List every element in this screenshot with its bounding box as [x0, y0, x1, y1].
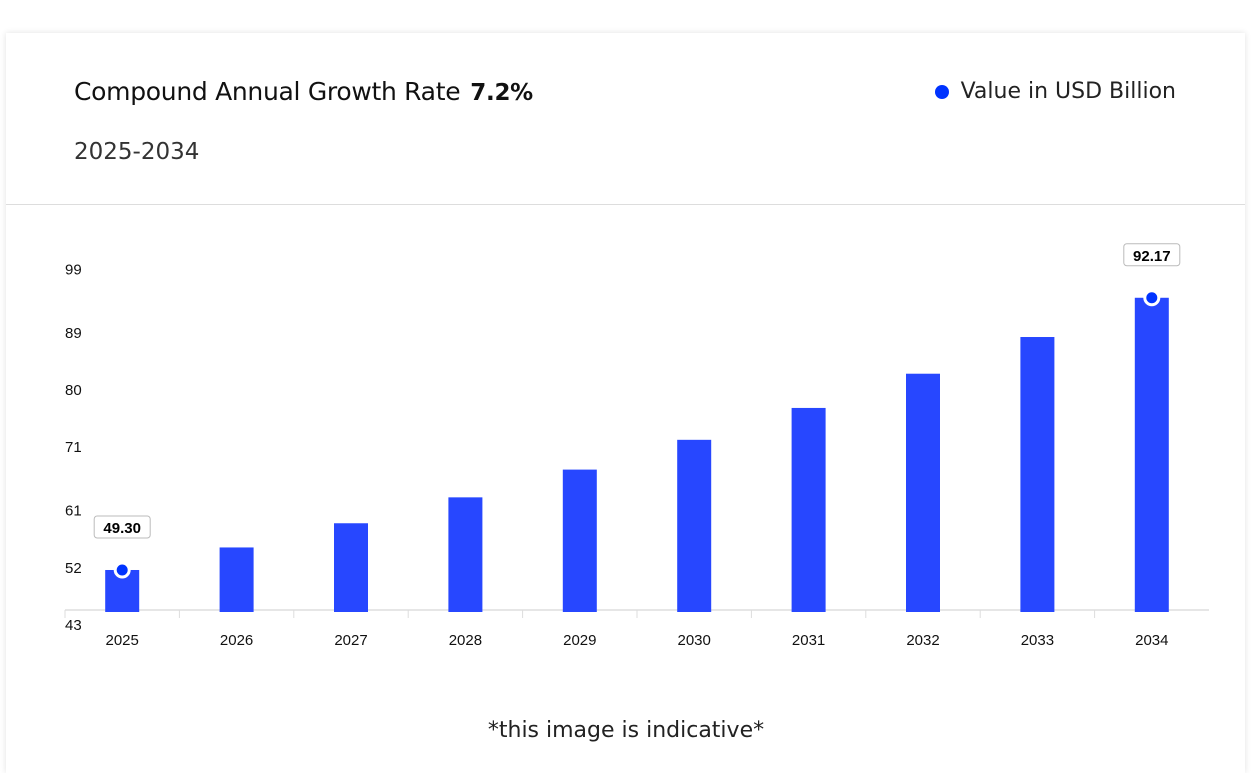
cagr-value: 7.2%	[470, 80, 533, 106]
bar	[334, 523, 368, 612]
y-tick-label: 89	[65, 325, 82, 342]
y-tick-label: 80	[65, 382, 82, 399]
y-tick-label: 71	[65, 439, 82, 456]
bar	[677, 439, 712, 612]
y-tick-label: 99	[65, 261, 82, 278]
data-label: 92.17	[1133, 248, 1171, 265]
bar	[1020, 337, 1055, 612]
bar	[562, 469, 597, 612]
x-tick-label: 2028	[449, 632, 482, 649]
x-tick-label: 2030	[678, 632, 711, 649]
y-tick-label: 52	[65, 560, 82, 577]
bar	[1134, 297, 1169, 612]
legend-label: Value in USD Billion	[960, 79, 1176, 104]
bar	[791, 407, 826, 612]
legend-dot-icon	[934, 84, 949, 99]
bar	[906, 373, 940, 612]
x-tick-label: 2027	[334, 632, 367, 649]
data-point-marker	[1143, 289, 1161, 307]
x-tick-label: 2026	[220, 632, 253, 649]
legend: Value in USD Billion	[934, 79, 1176, 104]
x-tick-label: 2031	[792, 632, 825, 649]
x-tick-label: 2032	[906, 632, 939, 649]
bar-chart: 43 52 61 71 80 89 99 2025 49.30 2026 2027 2028 2029 2…	[64, 243, 1209, 649]
footer-note: *this image is indicative*	[487, 718, 765, 743]
chart-title: Compound Annual Growth Rate 7.2%	[74, 77, 533, 106]
data-label-box	[93, 515, 151, 539]
y-tick-label: 43	[65, 617, 82, 634]
data-label-box	[1123, 243, 1181, 267]
period-label: 2025-2034	[74, 139, 200, 165]
x-tick-label: 2025	[106, 632, 139, 649]
x-tick-label: 2029	[563, 632, 596, 649]
bar	[219, 547, 254, 612]
header-divider	[6, 204, 1245, 205]
title-text: Compound Annual Growth Rate	[74, 77, 461, 106]
bar	[448, 497, 483, 612]
x-tick-label: 2033	[1021, 632, 1054, 649]
x-tick-label: 2034	[1135, 632, 1168, 649]
data-label: 49.30	[103, 520, 141, 537]
y-tick-label: 61	[65, 503, 82, 520]
data-point-marker	[113, 561, 131, 579]
